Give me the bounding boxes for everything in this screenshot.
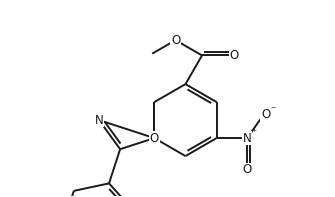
Text: O: O [150,132,159,145]
Text: O: O [230,49,239,62]
Text: $^-$: $^-$ [269,103,277,112]
Text: N: N [94,114,104,127]
Text: N: N [243,132,252,145]
Text: O: O [243,163,252,176]
Text: O: O [171,34,180,47]
Text: $^+$: $^+$ [250,127,258,136]
Text: O: O [261,108,270,121]
